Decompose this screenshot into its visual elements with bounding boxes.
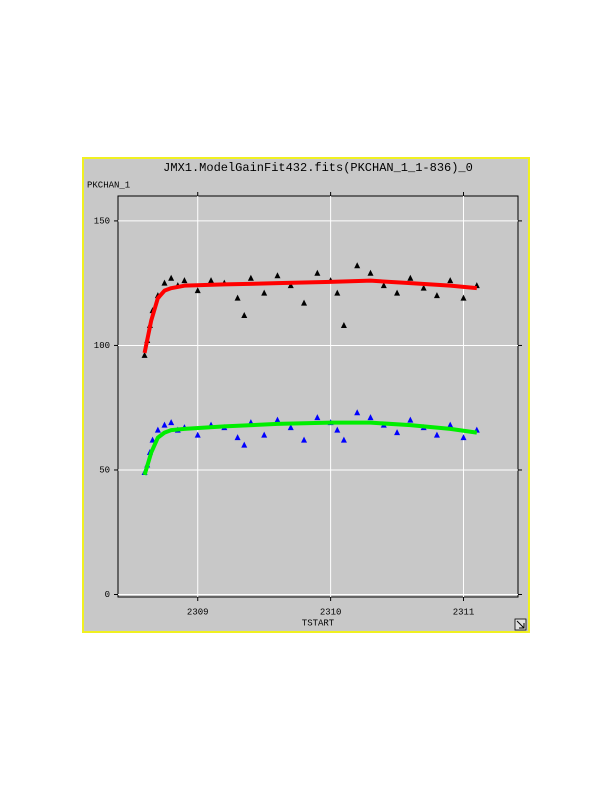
- chart-title: JMX1.ModelGainFit432.fits(PKCHAN_1_1-836…: [163, 161, 473, 175]
- y-tick-label: 0: [105, 590, 110, 600]
- data-point: [367, 269, 374, 276]
- data-point: [194, 287, 201, 294]
- data-point: [261, 431, 268, 438]
- data-point: [447, 277, 454, 284]
- plot-frame: [117, 195, 519, 598]
- x-tick-label: 2311: [453, 607, 475, 617]
- data-point: [354, 262, 361, 269]
- data-point: [314, 414, 321, 421]
- data-point: [301, 436, 308, 443]
- data-point: [447, 421, 454, 428]
- data-point: [274, 272, 281, 279]
- data-point: [354, 409, 361, 416]
- data-point: [394, 429, 401, 436]
- data-point: [314, 269, 321, 276]
- data-point: [261, 289, 268, 296]
- data-point: [340, 436, 347, 443]
- data-point: [340, 322, 347, 329]
- fit-line: [142, 278, 477, 354]
- data-point: [234, 294, 241, 301]
- data-point: [334, 289, 341, 296]
- x-tick-label: 2309: [187, 607, 209, 617]
- y-tick-label: 50: [99, 465, 110, 475]
- data-point: [407, 416, 414, 423]
- fit-line: [142, 420, 478, 476]
- data-point: [380, 282, 387, 289]
- grid: 0 50 100 150 2309 2310 2311: [94, 192, 522, 617]
- data-point: [274, 416, 281, 423]
- data-point: [247, 274, 254, 281]
- data-point: [287, 424, 294, 431]
- data-point: [141, 351, 148, 358]
- data-point: [287, 282, 294, 289]
- data-point: [161, 421, 168, 428]
- y-tick-label: 100: [94, 341, 110, 351]
- data-point: [334, 426, 341, 433]
- data-point: [149, 436, 156, 443]
- resize-icon[interactable]: [514, 618, 527, 631]
- data-point: [420, 284, 427, 291]
- data-point: [194, 431, 201, 438]
- y-tick-label: 150: [94, 216, 110, 226]
- y-axis-label: PKCHAN_1: [87, 180, 130, 190]
- data-point: [168, 419, 175, 426]
- data-point: [241, 312, 248, 319]
- data-point: [460, 294, 467, 301]
- data-point: [154, 426, 161, 433]
- data-point: [208, 277, 215, 284]
- data-point: [433, 431, 440, 438]
- data-point: [460, 434, 467, 441]
- data-point: [241, 441, 248, 448]
- marks: [141, 262, 480, 476]
- data-point: [394, 289, 401, 296]
- data-point: [234, 434, 241, 441]
- data-point: [181, 277, 188, 284]
- panel: [82, 157, 530, 633]
- data-point: [433, 292, 440, 299]
- data-point: [301, 299, 308, 306]
- data-point: [367, 414, 374, 421]
- data-point: [168, 274, 175, 281]
- data-point: [161, 279, 168, 286]
- data-point: [407, 274, 414, 281]
- x-axis-label: TSTART: [302, 618, 335, 628]
- x-tick-label: 2310: [320, 607, 342, 617]
